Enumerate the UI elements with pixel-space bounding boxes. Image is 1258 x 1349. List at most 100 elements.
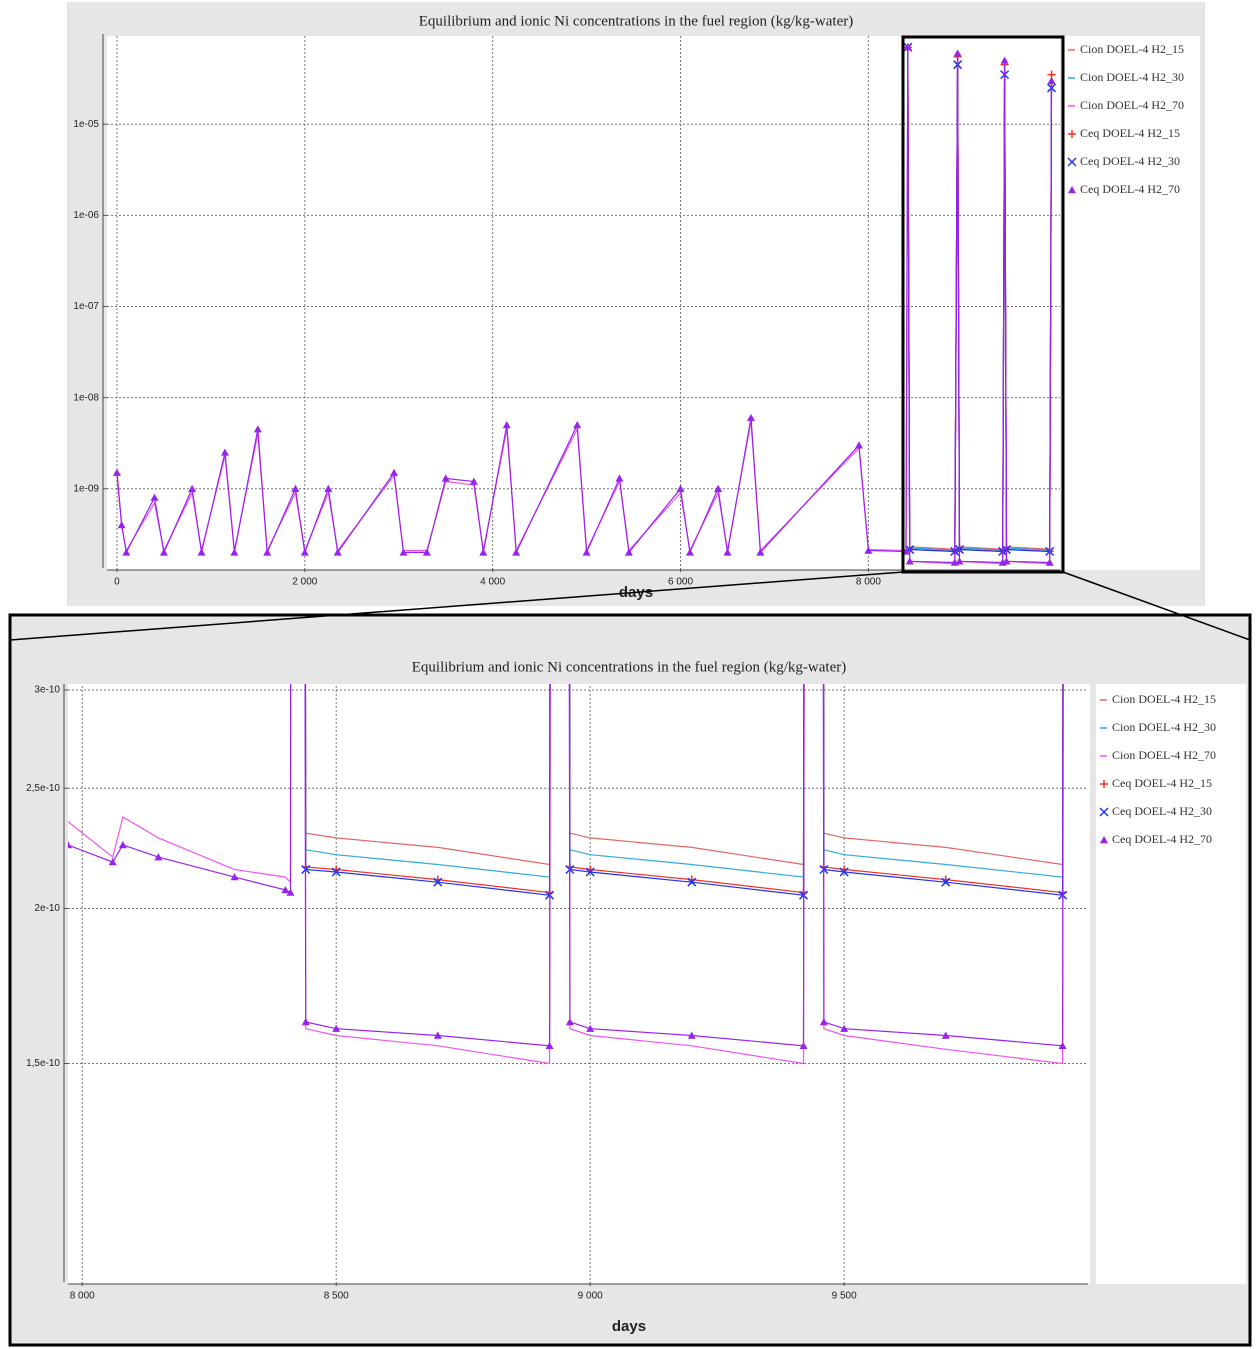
legend-area: [1096, 684, 1246, 1284]
marker: [586, 1024, 595, 1032]
marker: [422, 548, 431, 556]
marker: [582, 548, 591, 556]
x-tick-label: 8 000: [70, 1291, 95, 1302]
legend-label: Cion DOEL-4 H2_15: [1112, 692, 1216, 706]
marker: [953, 49, 962, 57]
marker: [756, 548, 765, 556]
marker: [941, 1031, 950, 1039]
marker: [68, 841, 72, 849]
series-line: [907, 47, 1053, 551]
zoom-connector: [1062, 571, 1251, 641]
marker: [615, 474, 624, 482]
marker: [150, 493, 159, 501]
legend-key: [1068, 130, 1076, 138]
legend-key: [1099, 807, 1109, 817]
series-line: [304, 684, 1064, 894]
marker: [281, 885, 290, 894]
y-tick-label: 3e-10: [34, 685, 60, 696]
marker: [723, 548, 732, 556]
marker: [291, 484, 300, 492]
marker: [324, 484, 333, 492]
marker: [301, 1018, 310, 1026]
marker: [230, 873, 239, 881]
y-tick-label: 1e-09: [73, 483, 99, 494]
series-line: [68, 684, 1064, 1065]
marker: [433, 1031, 442, 1039]
x-tick-label: 9 500: [832, 1291, 857, 1302]
marker: [941, 877, 951, 887]
marker: [469, 477, 478, 485]
series-line: [304, 684, 1064, 866]
legend-label: Ceq DOEL-4 H2_15: [1080, 126, 1180, 140]
marker: [122, 548, 131, 556]
plot-area: [107, 36, 1060, 570]
y-tick-label: 1e-05: [73, 119, 99, 130]
x-tick-label: 6 000: [668, 577, 693, 588]
legend-label: Ceq DOEL-4 H2_15: [1112, 776, 1212, 790]
marker: [903, 43, 912, 51]
marker: [433, 877, 443, 887]
chart-title: Equilibrium and ionic Ni concentrations …: [419, 13, 853, 29]
legend-label: Cion DOEL-4 H2_70: [1112, 748, 1216, 762]
x-tick-label: 2 000: [292, 577, 317, 588]
marker: [746, 413, 755, 422]
marker: [676, 484, 685, 492]
marker: [565, 1018, 574, 1026]
marker: [1058, 1041, 1067, 1050]
plot: [68, 684, 1068, 1065]
marker: [819, 1018, 828, 1026]
series-line: [907, 47, 1053, 553]
chart-title: Equilibrium and ionic Ni concentrations …: [412, 659, 846, 675]
legend-area: [1062, 36, 1200, 570]
marker: [286, 888, 295, 896]
marker: [687, 1031, 696, 1039]
marker: [585, 867, 595, 877]
marker: [502, 421, 511, 429]
zoom-box: [901, 35, 1065, 574]
legend-label: Ceq DOEL-4 H2_30: [1080, 154, 1180, 168]
marker: [573, 421, 582, 429]
marker: [955, 557, 964, 565]
marker: [300, 548, 309, 556]
legend-key: [1100, 780, 1108, 788]
legend-key: [1100, 836, 1108, 844]
legend-label: Cion DOEL-4 H2_30: [1080, 70, 1184, 84]
marker: [108, 858, 117, 866]
x-axis-label: days: [612, 1318, 646, 1335]
legend-label: Ceq DOEL-4 H2_30: [1112, 804, 1212, 818]
zoom-connector: [9, 571, 904, 641]
marker: [112, 468, 121, 476]
marker: [479, 548, 488, 556]
marker: [864, 546, 873, 554]
series-line: [304, 684, 1064, 878]
y-tick-label: 1e-08: [73, 392, 99, 403]
legend-label: Ceq DOEL-4 H2_70: [1080, 182, 1180, 196]
marker: [840, 1024, 849, 1032]
y-tick-label: 1,5e-10: [26, 1058, 60, 1069]
plot: [112, 42, 1057, 566]
legend-key: [1067, 157, 1077, 167]
marker: [1047, 76, 1056, 84]
marker: [253, 425, 262, 433]
plot-area: [68, 684, 1090, 1284]
marker: [905, 557, 914, 565]
marker: [1045, 558, 1054, 566]
chart-top: Equilibrium and ionic Ni concentrations …: [73, 13, 1184, 601]
marker: [839, 867, 849, 877]
marker: [188, 484, 197, 492]
x-tick-label: 8 500: [324, 1291, 349, 1302]
legend-label: Cion DOEL-4 H2_70: [1080, 98, 1184, 112]
marker: [799, 1041, 808, 1050]
marker: [332, 1024, 341, 1032]
marker: [854, 441, 863, 449]
x-tick-label: 0: [114, 577, 120, 588]
marker: [441, 474, 450, 482]
series-line: [304, 684, 1064, 896]
marker: [230, 548, 239, 556]
marker: [159, 548, 168, 556]
marker: [220, 448, 229, 456]
y-tick-label: 2,5e-10: [26, 783, 60, 794]
marker: [331, 867, 341, 877]
marker: [263, 548, 272, 556]
